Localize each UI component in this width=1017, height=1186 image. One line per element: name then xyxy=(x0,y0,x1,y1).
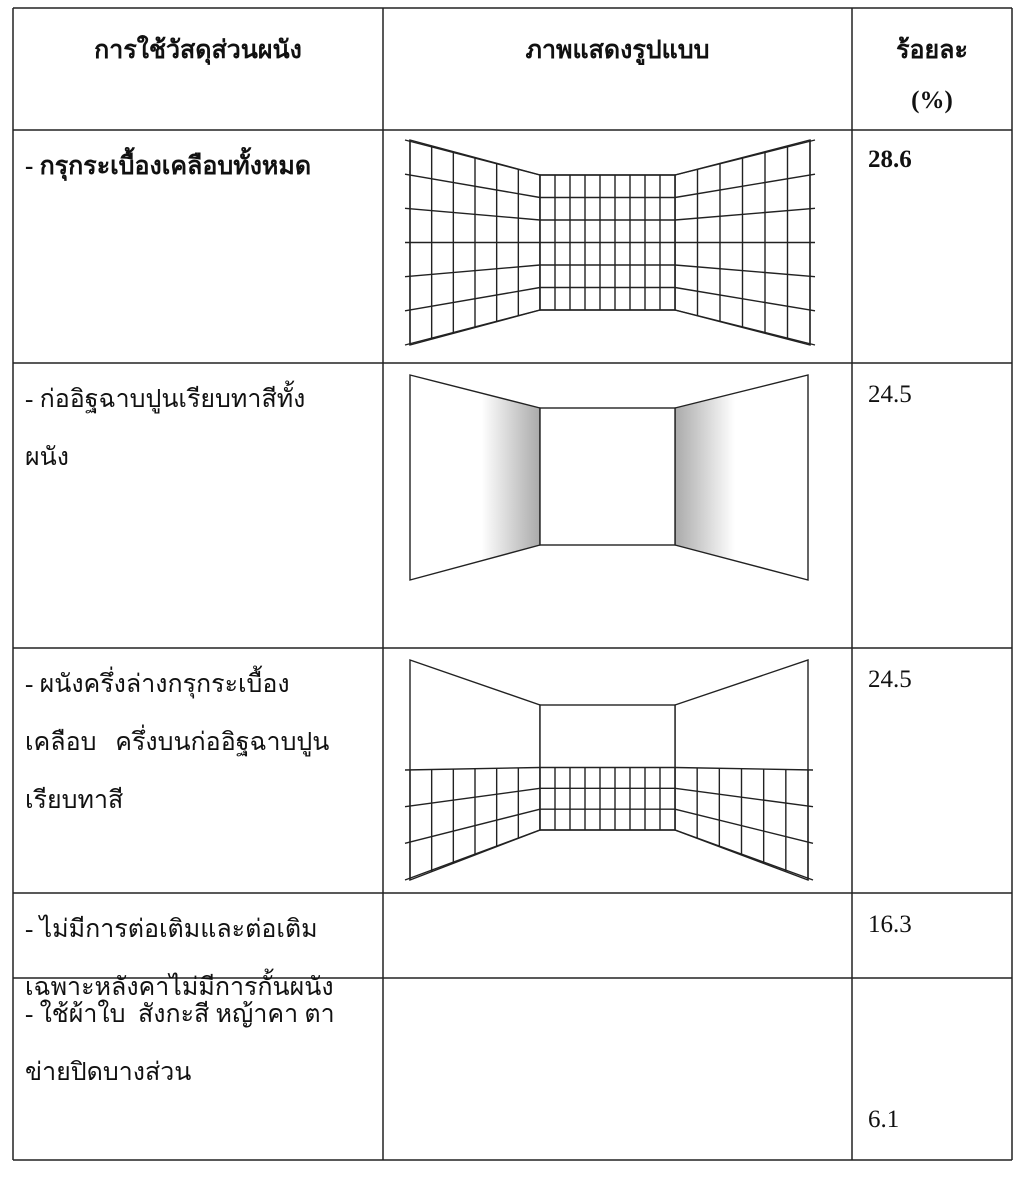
material-text: - ใช้ผ้าใบ สังกะสี หญ้าคา ตา xyxy=(25,1001,335,1028)
tile-line xyxy=(674,264,816,278)
tile-line xyxy=(674,173,816,199)
tile-line xyxy=(674,286,816,312)
material-text: - ผนังครึ่งล่างกรุกระเบื้อง xyxy=(25,671,290,698)
right-wall xyxy=(674,374,809,581)
percent-value: 24.5 xyxy=(868,666,912,693)
material-text: - กรุกระเบื้องเคลือบทั้งหมด xyxy=(25,153,312,180)
material-text: - ก่ออิฐฉาบปูนเรียบทาสีทั้ง xyxy=(25,386,306,413)
material-text: - ไม่มีการต่อเติมและต่อเติม xyxy=(25,916,318,943)
header-percent: (%) xyxy=(911,87,953,114)
percent-value: 24.5 xyxy=(868,381,912,408)
tile-line xyxy=(674,139,816,176)
table-borders xyxy=(12,7,1013,1161)
tile-line xyxy=(404,286,541,312)
percent-value: 6.1 xyxy=(868,1106,900,1133)
material-text: เฉพาะหลังคาไม่มีการกั้นผนัง xyxy=(25,974,334,1001)
percent-value: 16.3 xyxy=(868,911,912,938)
tile-line xyxy=(674,207,816,221)
tile-line xyxy=(404,207,541,221)
tile-line xyxy=(674,766,814,771)
tile-line xyxy=(404,173,541,199)
tile-line xyxy=(404,808,541,845)
material-text: ผนัง xyxy=(25,444,69,471)
room-illustration xyxy=(404,139,816,346)
material-text: เรียบทาสี xyxy=(25,787,124,814)
tile-line xyxy=(674,829,814,881)
tile-line xyxy=(404,309,541,346)
header-pattern: ภาพแสดงรูปแบบ xyxy=(525,37,710,64)
room-illustration xyxy=(404,659,814,882)
material-text: เคลือบ ครึ่งบนก่ออิฐฉาบปูน xyxy=(25,729,330,756)
header-material: การใช้วัสดุส่วนผนัง xyxy=(94,37,302,64)
tile-line xyxy=(404,264,541,278)
back-wall xyxy=(539,407,676,546)
material-text: ข่ายปิดบางส่วน xyxy=(25,1059,192,1086)
tile-line xyxy=(404,766,541,771)
room-illustration xyxy=(409,374,809,581)
tile-line xyxy=(674,309,816,346)
left-wall xyxy=(409,374,541,581)
percent-value: 28.6 xyxy=(868,146,912,173)
tile-line xyxy=(404,829,541,881)
tile-line xyxy=(404,139,541,176)
tile-line xyxy=(404,787,541,808)
header-percent: ร้อยละ xyxy=(896,37,968,64)
tile-line xyxy=(674,787,814,808)
tile-line xyxy=(674,808,814,845)
